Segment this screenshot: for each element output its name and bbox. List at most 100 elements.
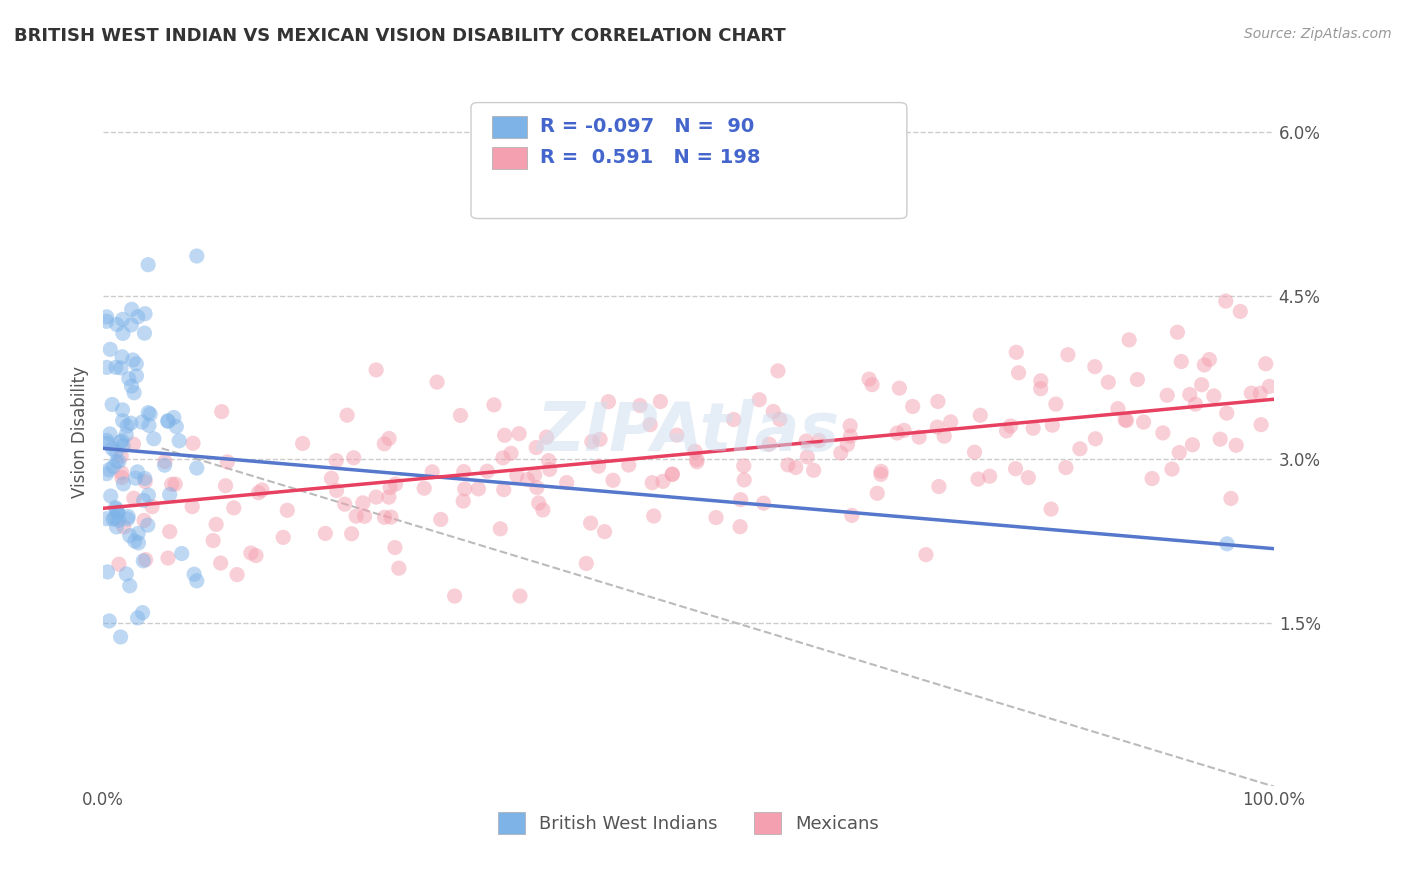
Point [181,436,204,450]
Point [111,312,134,326]
Point [247,485,270,500]
Point [1107,401,1129,416]
Point [589,433,612,447]
Point [325,453,347,467]
Point [96,467,118,481]
Point [769,412,792,426]
Point [156,414,179,428]
Point [384,541,406,555]
Point [118,528,141,542]
Point [1045,397,1067,411]
Point [1250,417,1272,432]
Point [104,500,127,515]
Point [163,410,186,425]
Point [927,420,949,434]
Point [467,482,489,496]
Point [205,517,228,532]
Point [96,434,118,448]
Point [153,458,176,473]
Point [127,526,149,541]
Point [453,465,475,479]
Point [494,428,516,442]
Point [683,444,706,458]
Point [641,475,664,490]
Point [492,450,515,465]
Point [602,473,624,487]
Point [111,414,134,428]
Point [97,436,120,450]
Point [979,469,1001,483]
Point [104,445,127,459]
Point [333,497,356,511]
Point [344,509,367,524]
Point [250,483,273,497]
Point [1115,413,1137,427]
Point [1029,382,1052,396]
Point [1209,432,1232,446]
Point [733,473,755,487]
Point [112,476,135,491]
Point [499,446,522,460]
Point [915,548,938,562]
Point [537,453,560,467]
Point [661,467,683,482]
Text: Source: ZipAtlas.com: Source: ZipAtlas.com [1244,27,1392,41]
Point [1017,470,1039,484]
Point [617,458,640,472]
Point [135,552,157,566]
Point [353,509,375,524]
Point [120,416,142,430]
Point [373,510,395,524]
Point [1140,471,1163,485]
Point [963,445,986,459]
Point [893,423,915,437]
Point [1000,419,1022,434]
Point [420,465,443,479]
Point [131,606,153,620]
Point [276,503,298,517]
Point [704,510,727,524]
Point [1004,461,1026,475]
Point [1225,438,1247,452]
Point [839,418,862,433]
Point [536,430,558,444]
Point [785,460,807,475]
Point [1184,397,1206,411]
Point [378,432,401,446]
Point [121,302,143,317]
Point [209,556,232,570]
Point [153,454,176,468]
Text: R = -0.097   N =  90: R = -0.097 N = 90 [540,117,754,136]
Point [366,363,388,377]
Point [373,437,395,451]
Point [115,566,138,581]
Point [343,450,366,465]
Point [291,436,314,450]
Point [579,516,602,530]
Point [100,489,122,503]
Point [105,520,128,534]
Point [752,496,775,510]
Point [336,408,359,422]
Point [426,375,449,389]
Point [131,415,153,429]
Point [858,372,880,386]
Point [127,536,149,550]
Point [1152,425,1174,440]
Point [748,392,770,407]
Point [111,434,134,448]
Point [378,490,401,504]
Point [104,360,127,375]
Point [482,398,505,412]
Point [138,488,160,502]
Point [454,482,477,496]
Point [112,439,135,453]
Point [733,458,755,473]
Text: BRITISH WEST INDIAN VS MEXICAN VISION DISABILITY CORRELATION CHART: BRITISH WEST INDIAN VS MEXICAN VISION DI… [14,27,786,45]
Point [492,483,515,497]
Point [934,429,956,443]
Point [1258,379,1281,393]
Point [103,459,125,474]
Point [366,490,388,504]
Legend: British West Indians, Mexicans: British West Indians, Mexicans [498,812,879,834]
